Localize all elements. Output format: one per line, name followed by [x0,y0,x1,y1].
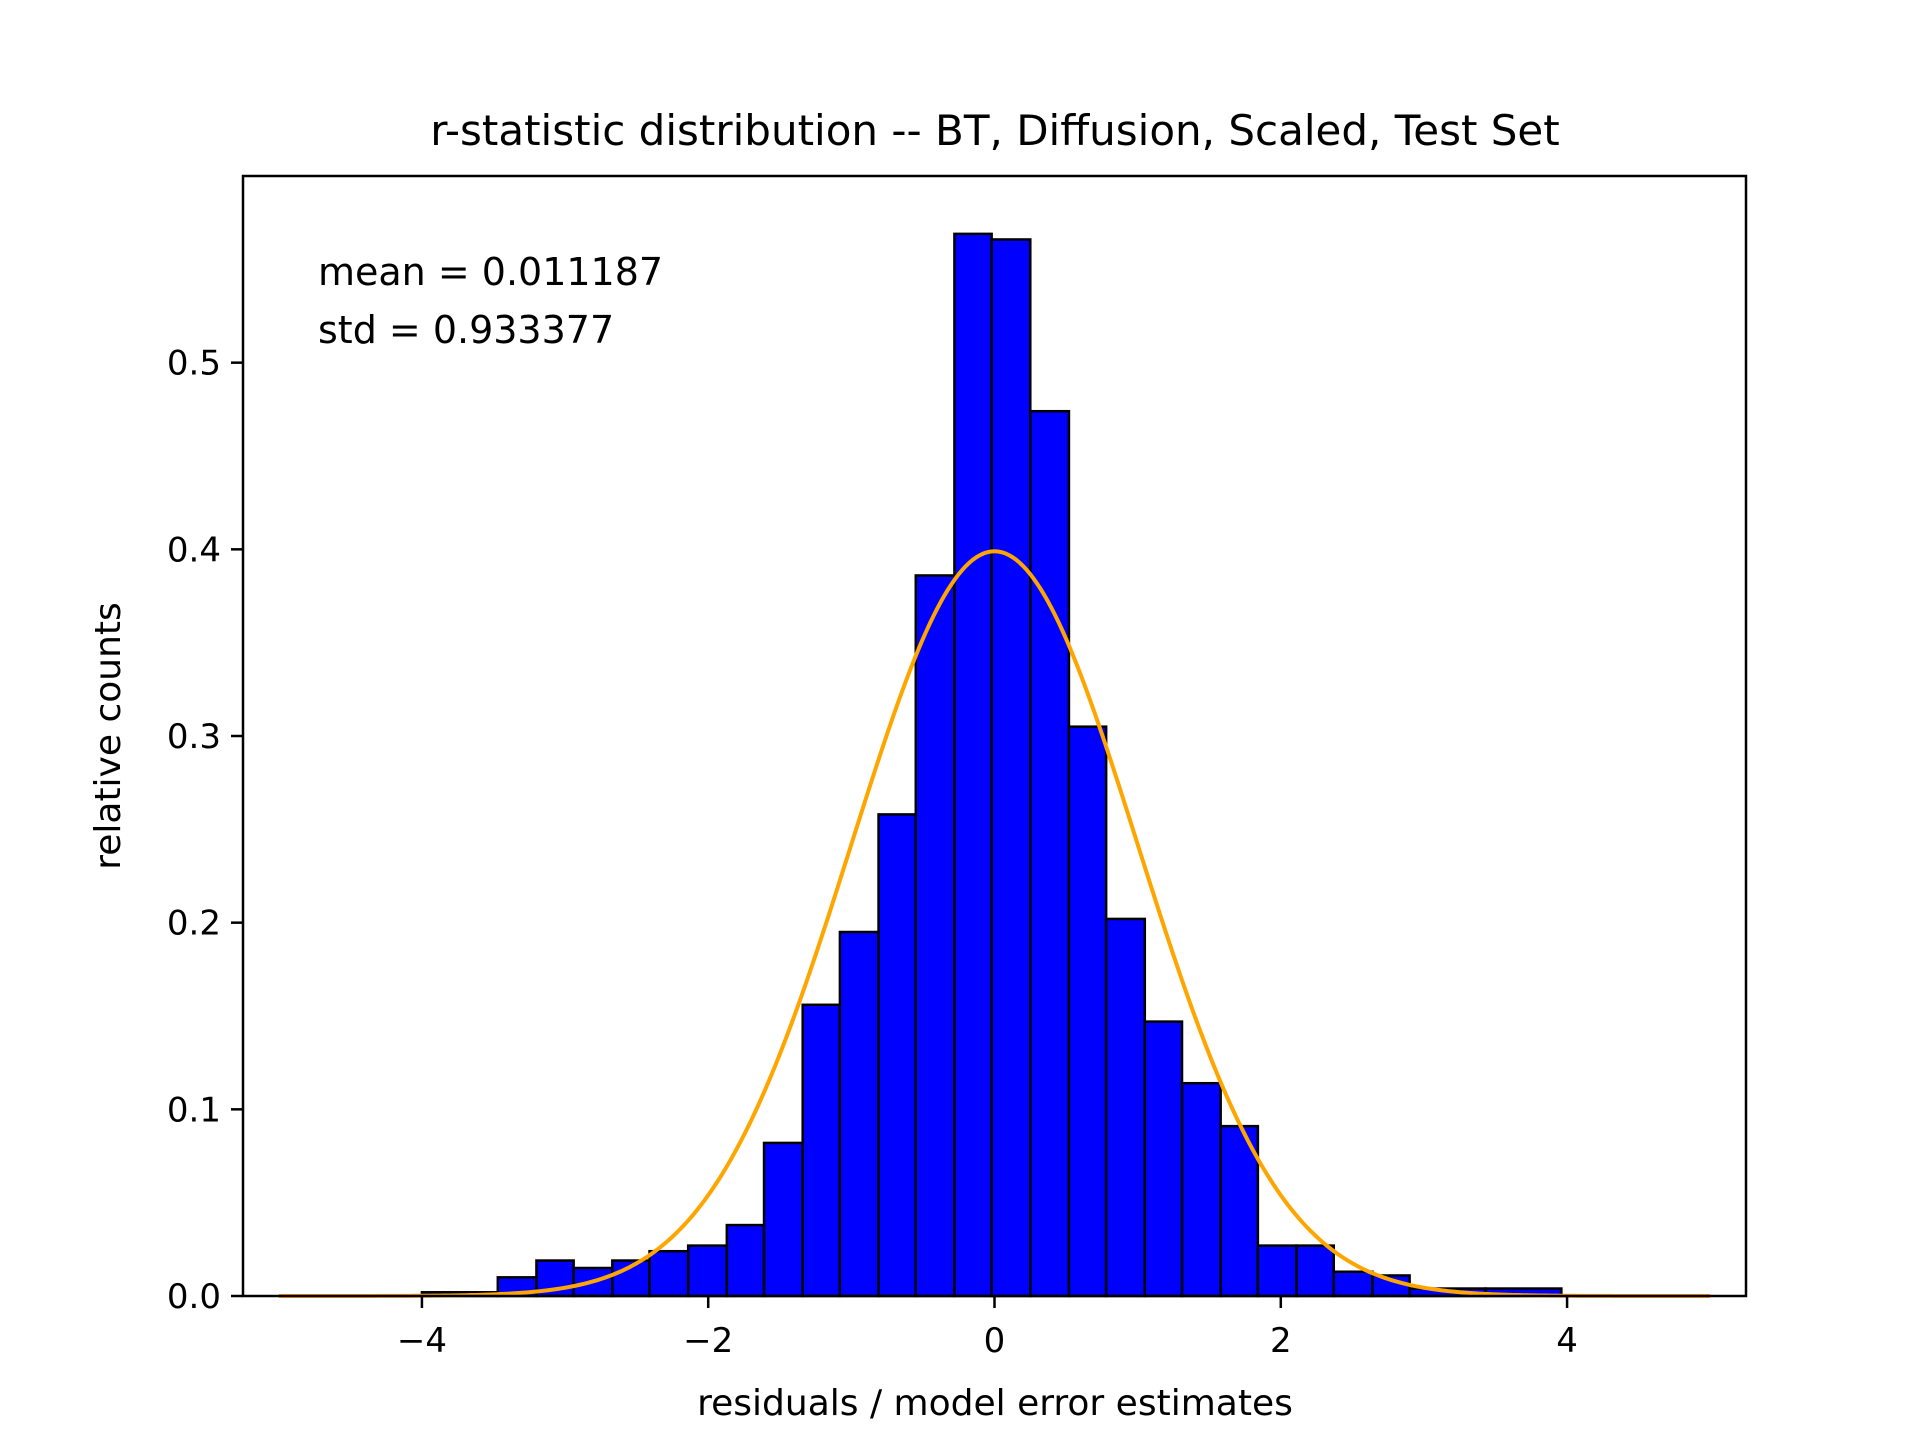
y-axis-label: relative counts [88,602,129,870]
histogram-bar-5 [648,1249,690,1298]
y-tick-label: 0.1 [167,1090,221,1130]
x-tick-label: 2 [1270,1321,1292,1361]
y-tick-label: 0.0 [167,1277,221,1317]
x-tick-label: 0 [984,1321,1006,1361]
histogram-bars [420,232,1563,1298]
x-tick-label: −4 [397,1321,447,1361]
y-tick-label: 0.2 [167,904,221,944]
histogram-bar-13 [953,232,993,1298]
chart-title: r-statistic distribution -- BT, Diffusio… [430,106,1559,155]
histogram-bar-14 [990,238,1032,1298]
histogram-bar-9 [801,1003,842,1298]
x-tick-label: 4 [1556,1321,1578,1361]
histogram-bar-7 [725,1223,766,1298]
histogram-bar-8 [762,1141,804,1298]
histogram-bar-21 [1256,1244,1298,1298]
histogram-bar-10 [838,930,880,1298]
histogram-bar-17 [1104,917,1147,1298]
histogram-bar-22 [1295,1244,1335,1298]
y-axis-ticks: 0.0 0.1 0.2 0.3 0.4 0.5 [167,344,243,1317]
y-tick-label: 0.3 [167,717,221,757]
normal-curve [278,549,1711,1298]
y-tick-label: 0.5 [167,344,221,384]
histogram-bar-12 [914,574,956,1298]
mean-annotation: mean = 0.011187 [318,250,663,294]
histogram-bar-16 [1067,725,1108,1298]
x-axis-label: residuals / model error estimates [697,1383,1293,1424]
histogram-bar-11 [877,813,918,1298]
histogram-bar-19 [1180,1081,1222,1298]
histogram-bar-15 [1029,409,1071,1298]
histogram-bar-23 [1332,1270,1374,1298]
histogram-bar-18 [1143,1020,1184,1298]
x-tick-label: −2 [683,1321,733,1361]
std-annotation: std = 0.933377 [318,308,614,352]
histogram-bar-6 [686,1244,729,1298]
x-axis-ticks: −4 −2 0 2 4 [397,1296,1578,1361]
y-tick-label: 0.4 [167,530,221,570]
